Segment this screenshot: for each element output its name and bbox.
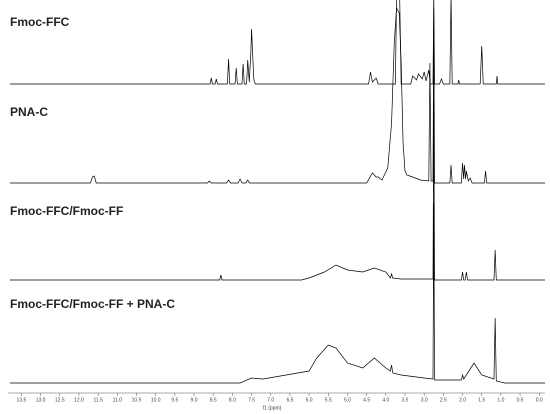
series-label: Fmoc-FFC/Fmoc-FF bbox=[10, 204, 123, 218]
spectrum bbox=[9, 202, 545, 384]
spectrum bbox=[9, 6, 545, 184]
spectrum bbox=[9, 0, 545, 85]
x-tick-label: 9.0 bbox=[191, 397, 198, 403]
x-tick-label: 6.5 bbox=[286, 397, 293, 403]
x-tick-label: 8.0 bbox=[229, 397, 236, 403]
series-label: Fmoc-FFC/Fmoc-FF + PNA-C bbox=[10, 297, 175, 311]
x-tick-label: 6.0 bbox=[306, 397, 313, 403]
x-tick-label: 1.0 bbox=[497, 397, 504, 403]
x-tick-label: 10.0 bbox=[151, 397, 161, 403]
x-tick-label: 4.0 bbox=[382, 397, 389, 403]
x-tick-label: 8.5 bbox=[210, 397, 217, 403]
x-tick-label: 5.5 bbox=[325, 397, 332, 403]
x-tick-label: 11.5 bbox=[93, 397, 103, 403]
x-tick-label: 2.0 bbox=[459, 397, 466, 403]
x-tick-label: 7.0 bbox=[267, 397, 274, 403]
x-tick-label: 12.5 bbox=[55, 397, 65, 403]
x-tick-label: 4.5 bbox=[363, 397, 370, 403]
series-label: PNA-C bbox=[10, 105, 48, 119]
x-tick-label: 2.5 bbox=[440, 397, 447, 403]
x-tick-label: 5.0 bbox=[344, 397, 351, 403]
x-tick-label: 7.5 bbox=[248, 397, 255, 403]
x-tick-label: 13.0 bbox=[36, 397, 46, 403]
x-tick-label: 10.5 bbox=[132, 397, 142, 403]
x-tick-label: 9.5 bbox=[171, 397, 178, 403]
series-label: Fmoc-FFC bbox=[10, 15, 70, 29]
spectrum bbox=[9, 99, 545, 281]
x-tick-label: 0.5 bbox=[517, 397, 524, 403]
x-tick-label: 0.0 bbox=[536, 397, 543, 403]
x-tick-label: 12.0 bbox=[74, 397, 84, 403]
x-tick-label: 3.0 bbox=[421, 397, 428, 403]
x-tick-label: 13.5 bbox=[17, 397, 27, 403]
x-tick-label: 3.5 bbox=[402, 397, 409, 403]
x-tick-label: 1.5 bbox=[478, 397, 485, 403]
x-axis-label: f1 (ppm) bbox=[263, 405, 282, 411]
x-tick-label: 11.0 bbox=[113, 397, 123, 403]
